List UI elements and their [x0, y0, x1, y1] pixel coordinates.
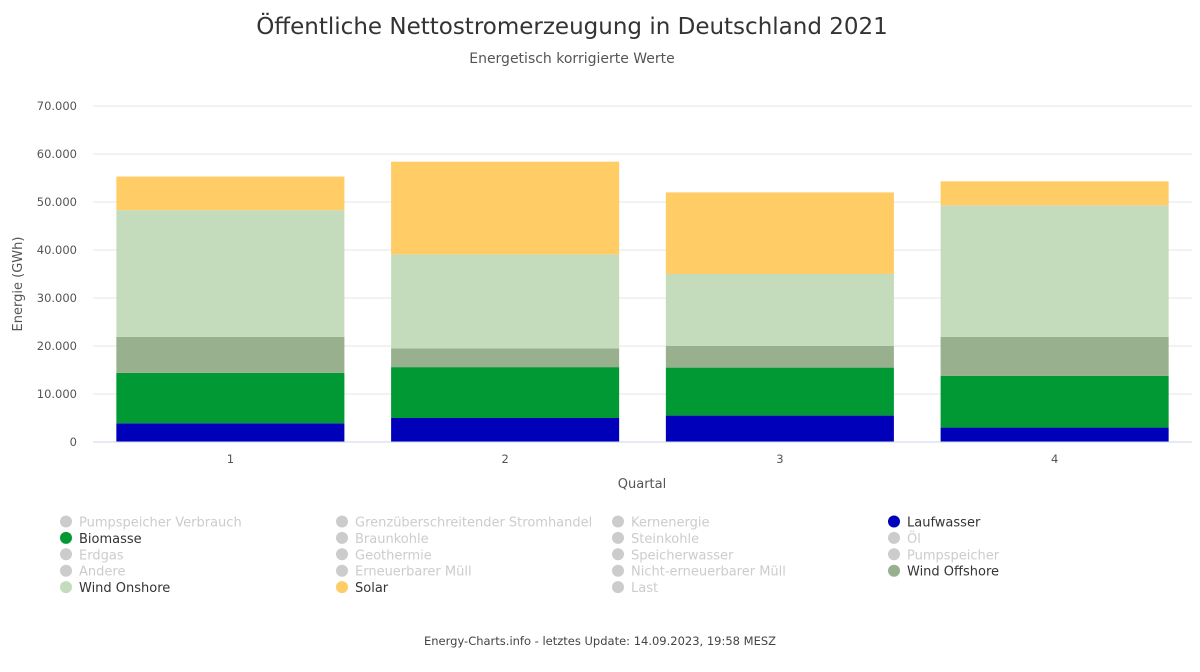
- bar-solar-q3[interactable]: [665, 192, 894, 274]
- legend-item-erdgas[interactable]: Erdgas: [60, 548, 124, 563]
- legend-symbol-icon: [336, 581, 348, 594]
- legend-symbol-icon: [612, 515, 624, 528]
- legend-item-last[interactable]: Last: [612, 581, 658, 596]
- legend-label: Wind Onshore: [79, 581, 170, 596]
- legend-symbol-icon: [60, 548, 72, 561]
- legend-item-wind-offshore[interactable]: Wind Offshore: [888, 564, 999, 580]
- bar-wind-onshore-q1[interactable]: [116, 210, 345, 337]
- bars: [116, 161, 1169, 442]
- legend-label: Grenzüberschreitender Stromhandel: [355, 516, 592, 531]
- legend-symbol-icon: [336, 515, 348, 528]
- legend-label: Steinkohle: [631, 532, 699, 547]
- legend-label: Geothermie: [355, 548, 432, 563]
- x-tick-label: 3: [776, 452, 783, 466]
- legend-symbol-icon: [336, 564, 348, 577]
- y-tick-label: 60.000: [37, 147, 77, 161]
- y-tick-label: 20.000: [37, 339, 77, 353]
- legend-item-braunkohle[interactable]: Braunkohle: [336, 531, 429, 547]
- legend-item-biomasse[interactable]: Biomasse: [60, 531, 142, 547]
- bar-biomasse-q2[interactable]: [391, 367, 620, 418]
- y-axis-ticks: 0 10.000 20.000 30.000 40.000 50.000 60.000 70.…: [37, 99, 77, 449]
- bar-wind-offshore-q3[interactable]: [665, 346, 894, 368]
- legend-item-geothermie[interactable]: Geothermie: [336, 548, 432, 563]
- y-axis-title: Energie (GWh): [11, 237, 26, 332]
- legend-item-pumpspeicher[interactable]: Pumpspeicher: [888, 548, 1000, 563]
- bar-solar-q2[interactable]: [391, 161, 620, 255]
- legend-item-speicherwasser[interactable]: Speicherwasser: [612, 548, 734, 563]
- legend-label: Pumpspeicher: [907, 548, 1000, 563]
- bar-laufwasser-q4[interactable]: [940, 427, 1169, 442]
- bar-laufwasser-q3[interactable]: [665, 415, 894, 442]
- legend: Pumpspeicher Verbrauch Grenzüberschreiten…: [60, 515, 1000, 596]
- y-tick-label: 30.000: [37, 291, 77, 305]
- bar-solar-q4[interactable]: [940, 181, 1169, 206]
- legend-label: Laufwasser: [907, 516, 981, 531]
- legend-item-andere[interactable]: Andere: [60, 564, 125, 580]
- y-tick-label: 70.000: [37, 99, 77, 113]
- legend-item-kernenergie[interactable]: Kernenergie: [612, 515, 709, 531]
- chart-title: Öffentliche Nettostromerzeugung in Deuts…: [256, 12, 888, 40]
- legend-label: Braunkohle: [355, 532, 429, 547]
- legend-item-pumpspeicher-verbrauch[interactable]: Pumpspeicher Verbrauch: [60, 515, 242, 531]
- legend-symbol-icon: [60, 515, 72, 528]
- legend-label: Erdgas: [79, 548, 124, 563]
- bar-biomasse-q3[interactable]: [665, 367, 894, 416]
- legend-label: Öl: [907, 530, 921, 547]
- bar-wind-onshore-q2[interactable]: [391, 254, 620, 349]
- legend-symbol-icon: [888, 515, 900, 528]
- legend-symbol-icon: [60, 564, 72, 577]
- x-tick-label: 1: [227, 452, 234, 466]
- legend-symbol-icon: [612, 548, 624, 561]
- legend-item-solar[interactable]: Solar: [336, 581, 389, 596]
- legend-label: Last: [631, 581, 658, 596]
- bar-laufwasser-q2[interactable]: [391, 418, 620, 442]
- legend-item-wind-onshore[interactable]: Wind Onshore: [60, 581, 170, 596]
- y-tick-label: 40.000: [37, 243, 77, 257]
- bar-biomasse-q4[interactable]: [940, 375, 1169, 428]
- bar-wind-onshore-q4[interactable]: [940, 205, 1169, 337]
- legend-symbol-icon: [888, 548, 900, 561]
- bar-wind-offshore-q4[interactable]: [940, 336, 1169, 376]
- legend-label: Nicht-erneuerbarer Müll: [631, 565, 786, 580]
- x-tick-label: 2: [501, 452, 508, 466]
- x-axis-ticks: 1 2 3 4: [227, 452, 1059, 466]
- y-tick-label: 0: [70, 435, 77, 449]
- legend-symbol-icon: [612, 564, 624, 577]
- legend-symbol-icon: [60, 531, 72, 544]
- bar-wind-offshore-q2[interactable]: [391, 348, 620, 368]
- legend-item-öl[interactable]: Öl: [888, 530, 921, 547]
- bar-biomasse-q1[interactable]: [116, 372, 345, 424]
- legend-label: Wind Offshore: [907, 565, 999, 580]
- legend-symbol-icon: [888, 564, 900, 577]
- legend-symbol-icon: [612, 531, 624, 544]
- bar-wind-onshore-q3[interactable]: [665, 274, 894, 346]
- legend-item-nicht-erneuerbarer-müll[interactable]: Nicht-erneuerbarer Müll: [612, 564, 786, 580]
- footer-credits: Energy-Charts.info - letztes Update: 14.…: [424, 634, 776, 648]
- legend-label: Erneuerbarer Müll: [355, 565, 472, 580]
- legend-symbol-icon: [336, 548, 348, 561]
- legend-label: Andere: [79, 565, 125, 580]
- legend-label: Speicherwasser: [631, 548, 734, 563]
- chart-subtitle: Energetisch korrigierte Werte: [469, 51, 675, 67]
- y-tick-label: 10.000: [37, 387, 77, 401]
- y-tick-label: 50.000: [37, 195, 77, 209]
- legend-label: Biomasse: [79, 532, 142, 547]
- legend-symbol-icon: [888, 531, 900, 544]
- x-tick-label: 4: [1051, 452, 1058, 466]
- legend-symbol-icon: [60, 581, 72, 594]
- legend-item-erneuerbarer-müll[interactable]: Erneuerbarer Müll: [336, 564, 472, 580]
- legend-symbol-icon: [336, 531, 348, 544]
- legend-symbol-icon: [612, 581, 624, 594]
- legend-item-laufwasser[interactable]: Laufwasser: [888, 515, 981, 531]
- x-axis-title: Quartal: [618, 477, 666, 492]
- legend-label: Solar: [355, 581, 389, 596]
- legend-item-grenzüberschreitender-stromhandel[interactable]: Grenzüberschreitender Stromhandel: [336, 515, 592, 531]
- bar-wind-offshore-q1[interactable]: [116, 336, 345, 373]
- bar-laufwasser-q1[interactable]: [116, 423, 345, 442]
- legend-item-steinkohle[interactable]: Steinkohle: [612, 531, 699, 547]
- legend-label: Pumpspeicher Verbrauch: [79, 516, 242, 531]
- legend-label: Kernenergie: [631, 516, 709, 531]
- bar-solar-q1[interactable]: [116, 176, 345, 211]
